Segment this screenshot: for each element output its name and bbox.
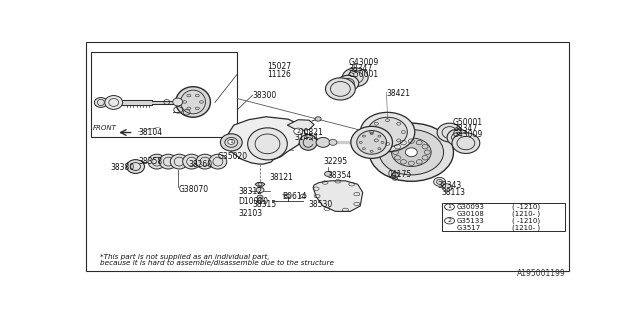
Text: G3517: G3517 (457, 225, 483, 231)
Text: B0614: B0614 (282, 192, 307, 201)
Ellipse shape (127, 160, 145, 173)
Ellipse shape (442, 184, 452, 191)
Text: 38104: 38104 (138, 128, 163, 137)
Ellipse shape (356, 131, 387, 154)
Ellipse shape (209, 154, 227, 169)
Ellipse shape (105, 96, 123, 109)
Text: 38347: 38347 (453, 124, 477, 133)
Text: G43009: G43009 (349, 58, 379, 67)
Ellipse shape (294, 128, 303, 134)
Ellipse shape (360, 112, 415, 152)
Ellipse shape (248, 128, 287, 160)
Text: 38113: 38113 (441, 188, 465, 197)
Bar (442, 204, 565, 231)
Ellipse shape (173, 98, 182, 106)
Ellipse shape (182, 154, 200, 169)
Ellipse shape (257, 195, 263, 200)
Polygon shape (287, 120, 314, 131)
Ellipse shape (392, 173, 399, 178)
Polygon shape (227, 117, 306, 164)
Text: G50001: G50001 (453, 118, 483, 127)
Text: 38421: 38421 (387, 89, 410, 98)
Ellipse shape (326, 78, 355, 100)
Text: *This part is not supplied as an individual part,: *This part is not supplied as an individ… (100, 254, 269, 260)
Text: 32103: 32103 (239, 209, 263, 218)
Text: 38260: 38260 (188, 160, 212, 169)
Text: 31454: 31454 (294, 133, 319, 142)
Polygon shape (255, 182, 265, 186)
Text: 38347: 38347 (349, 64, 373, 73)
Text: 38530: 38530 (308, 200, 332, 209)
Text: G38070: G38070 (178, 185, 209, 194)
Ellipse shape (315, 117, 321, 121)
Text: 38380: 38380 (111, 163, 135, 172)
Text: 2: 2 (296, 129, 300, 134)
Bar (91, 52, 237, 137)
Ellipse shape (329, 140, 337, 145)
Ellipse shape (94, 98, 108, 108)
Text: 1: 1 (229, 140, 233, 144)
Text: ( -1210): ( -1210) (511, 218, 540, 224)
Ellipse shape (342, 68, 368, 87)
Ellipse shape (445, 218, 454, 224)
Text: 38312: 38312 (239, 187, 263, 196)
Ellipse shape (392, 138, 431, 166)
Text: because it is hard to assemble/disassemble due to the structure: because it is hard to assemble/disassemb… (100, 260, 334, 266)
Text: FRONT: FRONT (92, 125, 116, 131)
Text: 38315: 38315 (253, 200, 276, 209)
Polygon shape (313, 181, 363, 212)
Text: 38121: 38121 (269, 173, 293, 182)
Ellipse shape (176, 87, 211, 117)
Text: 11126: 11126 (268, 70, 291, 79)
Text: 32295: 32295 (323, 156, 347, 166)
Text: 38354: 38354 (327, 172, 351, 180)
Ellipse shape (300, 134, 317, 150)
Ellipse shape (337, 75, 359, 91)
Text: G50001: G50001 (349, 70, 379, 79)
Ellipse shape (220, 134, 242, 151)
Ellipse shape (324, 172, 332, 176)
Ellipse shape (170, 154, 188, 169)
Text: G43009: G43009 (453, 130, 483, 139)
Ellipse shape (351, 126, 392, 158)
Ellipse shape (379, 130, 444, 175)
Text: G30093: G30093 (457, 204, 485, 210)
Text: G35133: G35133 (457, 218, 484, 224)
Ellipse shape (452, 133, 480, 154)
Text: D10010: D10010 (239, 196, 269, 205)
Ellipse shape (159, 154, 177, 169)
Text: 1: 1 (447, 204, 451, 209)
Text: E00821: E00821 (294, 128, 323, 137)
Ellipse shape (228, 140, 235, 144)
Ellipse shape (405, 148, 417, 157)
Text: G35020: G35020 (218, 152, 248, 161)
Ellipse shape (445, 204, 454, 210)
Text: 38300: 38300 (253, 91, 277, 100)
Text: 04175: 04175 (388, 170, 412, 179)
Ellipse shape (369, 123, 454, 181)
Ellipse shape (196, 154, 214, 169)
Text: (1210- ): (1210- ) (511, 211, 540, 217)
Text: G30108: G30108 (457, 211, 485, 217)
Ellipse shape (316, 138, 330, 147)
Text: A195001199: A195001199 (517, 269, 566, 278)
Ellipse shape (434, 177, 445, 186)
Ellipse shape (258, 197, 262, 203)
Text: 15027: 15027 (268, 62, 292, 71)
Text: 2: 2 (447, 218, 452, 223)
Ellipse shape (367, 117, 407, 147)
Ellipse shape (148, 154, 166, 169)
Text: ( -1210): ( -1210) (511, 204, 540, 210)
Text: 38358: 38358 (138, 156, 163, 166)
Ellipse shape (447, 129, 469, 146)
Ellipse shape (437, 123, 462, 142)
Text: 38343: 38343 (437, 181, 461, 190)
Ellipse shape (256, 187, 264, 193)
Text: (1210- ): (1210- ) (511, 224, 540, 231)
